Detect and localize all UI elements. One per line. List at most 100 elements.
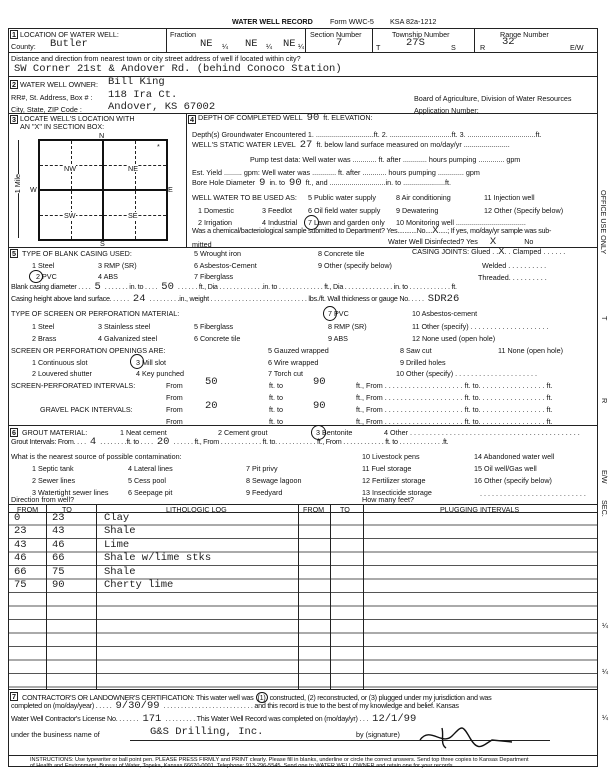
log-to[interactable]: 90	[52, 579, 65, 591]
opening-option[interactable]: 6 Wire wrapped	[268, 358, 319, 367]
screen-interval-rest[interactable]: ft., From . . . . . . . . . . . . . . . …	[356, 393, 553, 402]
casing-option[interactable]: 1 Steel	[32, 261, 55, 270]
business-field[interactable]: G&S Drilling, Inc.	[150, 726, 264, 738]
casing-option[interactable]: 4 ABS	[98, 272, 118, 281]
license-field[interactable]: 171	[142, 713, 162, 725]
source-option[interactable]: 15 Oil well/Gas well	[474, 464, 537, 473]
log-from[interactable]: 0	[14, 512, 21, 524]
casing-option[interactable]: 5 Wrought iron	[194, 249, 242, 258]
use-option[interactable]: 6 Oil field water supply	[308, 206, 381, 215]
glued-mark[interactable]: X	[498, 246, 505, 258]
casing-option[interactable]: 8 Concrete tile	[318, 249, 365, 258]
gauge-field[interactable]: SDR26	[427, 293, 460, 305]
source-option[interactable]: 8 Sewage lagoon	[246, 476, 302, 485]
static-level-field[interactable]: 27	[299, 139, 313, 151]
grout-intervals-rest[interactable]: . . . . . . ft., From . . . . . . . . . …	[173, 437, 449, 446]
screen-option[interactable]: 6 Concrete tile	[194, 334, 241, 343]
depth-field[interactable]: 90	[306, 112, 320, 124]
log-to[interactable]: 66	[52, 552, 65, 564]
screen-option[interactable]: 1 Steel	[32, 322, 55, 331]
grout-to-field[interactable]: 20	[156, 436, 170, 448]
screen-option[interactable]: 8 RMP (SR)	[328, 322, 367, 331]
screen-option[interactable]: 11 Other (specify) . . . . . . . . . . .…	[412, 322, 549, 331]
gravel-to-field[interactable]: 90	[313, 400, 326, 412]
other-source-field[interactable]: . . . . . . . . . . . . . . . . . . . . …	[480, 489, 586, 498]
constructed-option-selected[interactable]: (1)	[255, 692, 268, 704]
casing-option-selected[interactable]: 2 PVC	[36, 272, 57, 281]
screen-option[interactable]: 4 Galvanized steel	[98, 334, 158, 343]
use-option[interactable]: 5 Public water supply	[308, 193, 376, 202]
screen-from-field[interactable]: 50	[205, 376, 218, 388]
source-option[interactable]: 9 Feedyard	[246, 488, 283, 497]
clamped-option[interactable]: . . Clamped . . . . . .	[504, 247, 566, 256]
use-option[interactable]: 11 Injection well	[484, 193, 535, 202]
opening-option[interactable]: 1 Continuous slot	[32, 358, 88, 367]
direction-label[interactable]: Direction from well?	[11, 495, 75, 504]
diameter-field[interactable]: 5	[94, 281, 101, 293]
log-to[interactable]: 46	[52, 539, 65, 551]
fraction-3-field[interactable]: NE	[283, 38, 296, 50]
source-option[interactable]: 1 Septic tank	[32, 464, 74, 473]
gravel-interval-rest[interactable]: ft., From . . . . . . . . . . . . . . . …	[356, 405, 553, 414]
log-from[interactable]: 23	[14, 525, 27, 537]
pump-test-line[interactable]: Pump test data: Well water was .........…	[250, 155, 521, 164]
bore-depth-field[interactable]: 90	[289, 177, 302, 189]
disinfected-yes-mark[interactable]: X	[489, 236, 497, 248]
source-option[interactable]: 3 Watertight sewer lines	[32, 488, 109, 497]
distance-field[interactable]: SW Corner 21st & Andover Rd. (behind Con…	[14, 63, 342, 75]
use-option[interactable]: 3 Feedlot	[262, 206, 292, 215]
completed-date-field[interactable]: 9/30/99	[115, 700, 160, 712]
log-description[interactable]: Shale	[104, 525, 136, 537]
city-field[interactable]: Andover, KS 67002	[108, 101, 216, 113]
screen-option[interactable]: 2 Brass	[32, 334, 57, 343]
screen-to-field[interactable]: 90	[313, 376, 326, 388]
opening-option[interactable]: 8 Saw cut	[400, 346, 432, 355]
elevation-label[interactable]: ft. ELEVATION:	[323, 113, 373, 122]
log-description[interactable]: Shale	[104, 566, 136, 578]
source-option[interactable]: 2 Sewer lines	[32, 476, 76, 485]
grout-option-selected[interactable]: 3 Bentonite	[316, 428, 353, 437]
use-option[interactable]: 1 Domestic	[198, 206, 234, 215]
record-date-field[interactable]: 12/1/99	[372, 713, 417, 725]
source-option[interactable]: 7 Pit privy	[246, 464, 278, 473]
section-box[interactable]	[38, 139, 168, 241]
log-description[interactable]: Lime	[104, 539, 130, 551]
threaded-option[interactable]: Threaded. . . . . . . . . .	[478, 273, 547, 282]
log-description[interactable]: Clay	[104, 512, 130, 524]
source-option[interactable]: 4 Lateral lines	[128, 464, 173, 473]
use-option[interactable]: 4 Industrial	[262, 218, 298, 227]
gravel-interval-rest[interactable]: ft., From . . . . . . . . . . . . . . . …	[356, 417, 553, 426]
grout-option[interactable]: 1 Neat cement	[120, 428, 167, 437]
grout-option[interactable]: 2 Cement grout	[218, 428, 268, 437]
range-field[interactable]: 32	[502, 36, 515, 48]
log-from[interactable]: 43	[14, 539, 27, 551]
bore-diameter-field[interactable]: 9	[259, 177, 266, 189]
log-from[interactable]: 75	[14, 579, 27, 591]
log-to[interactable]: 23	[52, 512, 65, 524]
opening-option[interactable]: 5 Gauzed wrapped	[268, 346, 329, 355]
screen-interval-rest[interactable]: ft., From . . . . . . . . . . . . . . . …	[356, 381, 553, 390]
opening-option[interactable]: 4 Key punched	[136, 369, 184, 378]
township-field[interactable]: 27S	[406, 37, 425, 49]
opening-option[interactable]: 9 Drilled holes	[400, 358, 446, 367]
fraction-2-field[interactable]: NE	[245, 38, 258, 50]
casing-option[interactable]: 9 Other (specify below)	[318, 261, 392, 270]
gravel-from-field[interactable]: 20	[205, 400, 218, 412]
grout-option[interactable]: 4 Other . . . . . . . . . . . . . . . . …	[384, 428, 580, 437]
use-option[interactable]: 10 Monitoring well .....................…	[396, 218, 526, 227]
opening-option[interactable]: 11 None (open hole)	[498, 346, 563, 355]
log-from[interactable]: 46	[14, 552, 27, 564]
groundwater-label[interactable]: Depth(s) Groundwater Encountered 1. ....…	[192, 130, 542, 139]
screen-option[interactable]: 10 Asbestos-cement	[412, 309, 478, 318]
disinfected-no[interactable]: No	[524, 237, 534, 246]
use-option[interactable]: 12 Other (Specify below)	[484, 206, 564, 215]
source-option[interactable]: 6 Seepage pit	[128, 488, 173, 497]
source-option[interactable]: 10 Livestock pens	[362, 452, 420, 461]
county-field[interactable]: Butler	[50, 38, 88, 50]
log-description[interactable]: Shale w/lime stks	[104, 552, 212, 564]
use-option[interactable]: 2 Irrigation	[198, 218, 232, 227]
log-from[interactable]: 66	[14, 566, 27, 578]
welded-option[interactable]: Welded . . . . . . . . . .	[482, 261, 547, 270]
screen-option[interactable]: 12 None used (open hole)	[412, 334, 496, 343]
casing-option[interactable]: 3 RMP (SR)	[98, 261, 137, 270]
